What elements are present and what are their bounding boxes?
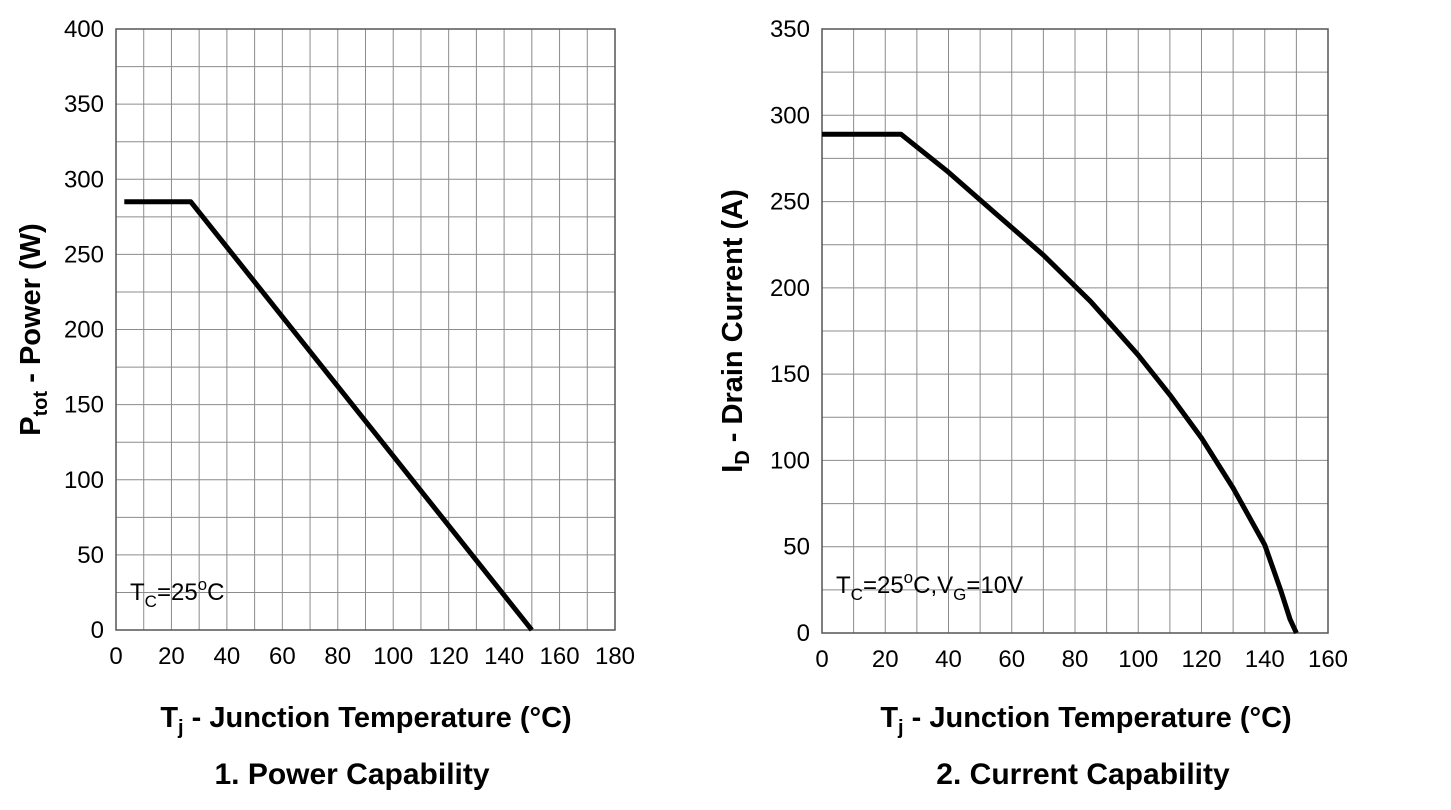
x-tick-label: 160 — [1308, 646, 1348, 673]
y-tick-label: 300 — [770, 102, 810, 129]
x-tick-label: 80 — [1062, 646, 1089, 673]
series-line-ptot — [124, 199, 534, 632]
x-tick-label: 20 — [158, 643, 185, 670]
y-tick-label: 350 — [64, 91, 104, 118]
y-tick-label: 50 — [783, 534, 810, 561]
y-axis-title: Ptot - Power (W) — [15, 223, 52, 435]
x-tick-label: 0 — [109, 643, 122, 670]
x-tick-label: 100 — [373, 643, 413, 670]
y-tick-label: 150 — [770, 361, 810, 388]
y-tick-label: 100 — [770, 447, 810, 474]
plot-frame — [115, 28, 616, 631]
y-tick-label: 0 — [797, 620, 810, 647]
chart-2: 0 20 40 60 80 100 120 140 160 0 50 100 150 200 250 300 3… — [717, 16, 1348, 791]
x-tick-label: 40 — [935, 646, 962, 673]
grid — [115, 28, 616, 631]
x-tick-label: 100 — [1118, 646, 1158, 673]
y-tick-label: 400 — [64, 16, 104, 43]
x-tick-label: 20 — [872, 646, 899, 673]
figure-caption: 2. Current Capability — [936, 758, 1230, 791]
y-tick-label: 100 — [64, 467, 104, 494]
x-axis-title: Tj - Junction Temperature (°C) — [880, 702, 1291, 739]
y-tick-label: 300 — [64, 166, 104, 193]
x-tick-label: 40 — [214, 643, 241, 670]
y-tick-label: 200 — [64, 317, 104, 344]
x-tick-label: 120 — [1181, 646, 1221, 673]
x-tick-label: 120 — [429, 643, 469, 670]
series-line-id — [822, 131, 1299, 635]
x-tick-label: 180 — [595, 643, 635, 670]
plot-frame — [821, 28, 1329, 634]
chart-1: 0 20 40 60 80 100 120 140 160 180 0 50 100 150 200 250 3… — [15, 16, 635, 791]
y-tick-label: 150 — [64, 392, 104, 419]
y-tick-label: 200 — [770, 275, 810, 302]
y-axis-title: ID - Drain Current (A) — [717, 189, 754, 473]
y-tick-label: 0 — [91, 617, 104, 644]
x-tick-label: 160 — [540, 643, 580, 670]
x-tick-label: 80 — [324, 643, 351, 670]
condition-annotation: TC=25oC,VG=10V — [836, 568, 1023, 604]
x-tick-label: 60 — [998, 646, 1025, 673]
condition-annotation: TC=25oC — [130, 575, 224, 611]
y-tick-label: 350 — [770, 16, 810, 43]
x-tick-label: 0 — [815, 646, 828, 673]
y-tick-label: 50 — [77, 542, 104, 569]
y-tick-label: 250 — [770, 189, 810, 216]
x-axis-title: Tj - Junction Temperature (°C) — [160, 702, 571, 739]
x-tick-label: 140 — [1245, 646, 1285, 673]
y-tick-label: 250 — [64, 241, 104, 268]
x-tick-label: 60 — [269, 643, 296, 670]
figure-caption: 1. Power Capability — [214, 758, 489, 791]
x-tick-label: 140 — [484, 643, 524, 670]
grid — [821, 28, 1329, 634]
